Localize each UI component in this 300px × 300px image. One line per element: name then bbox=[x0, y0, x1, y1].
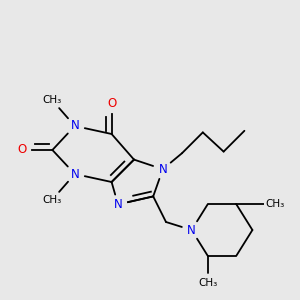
Text: N: N bbox=[187, 224, 196, 236]
Text: CH₃: CH₃ bbox=[198, 278, 217, 288]
Text: O: O bbox=[17, 143, 27, 157]
Text: O: O bbox=[107, 97, 116, 110]
Text: CH₃: CH₃ bbox=[265, 200, 284, 209]
Text: N: N bbox=[114, 198, 122, 211]
Text: CH₃: CH₃ bbox=[43, 95, 62, 105]
Text: N: N bbox=[70, 167, 79, 181]
Text: N: N bbox=[70, 119, 79, 133]
Text: CH₃: CH₃ bbox=[43, 195, 62, 205]
Text: N: N bbox=[158, 163, 167, 176]
